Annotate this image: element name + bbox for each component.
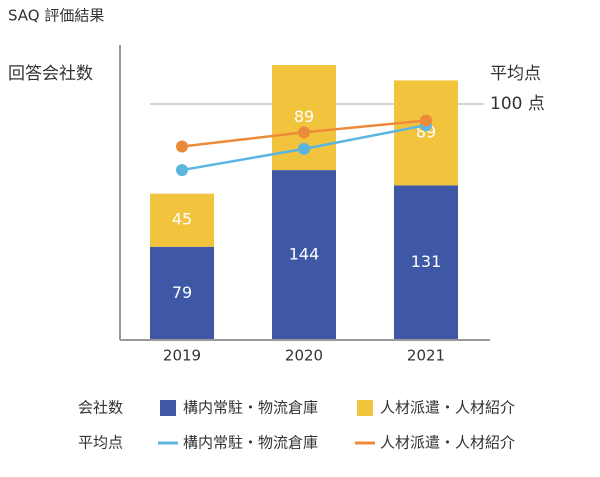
x-tick-label: 2021 [407, 347, 445, 365]
legend-label: 構内常駐・物流倉庫 [183, 399, 318, 417]
bar-segment [272, 170, 336, 340]
x-tick-label: 2019 [163, 347, 201, 365]
y2-tick-label: 100 点 [490, 94, 545, 114]
legend-title: 平均点 [78, 434, 123, 452]
data-label: 89 [294, 107, 314, 126]
data-label: 144 [289, 245, 320, 264]
data-label: 45 [172, 210, 192, 229]
x-tick-label: 2020 [285, 347, 323, 365]
chart-title: SAQ 評価結果 [8, 7, 104, 25]
bar-segment [150, 246, 214, 340]
point [176, 164, 188, 177]
legend-swatch [160, 400, 176, 416]
legend-title: 会社数 [78, 399, 123, 417]
legend-swatch [357, 400, 373, 416]
data-label: 79 [172, 283, 192, 302]
legend-label: 人材派遣・人材紹介 [380, 434, 515, 452]
y-axis-label: 回答会社数 [8, 64, 93, 84]
point [420, 114, 432, 127]
legend-label: 構内常駐・物流倉庫 [183, 434, 318, 452]
point [298, 126, 310, 139]
point [298, 142, 310, 155]
data-label: 131 [411, 252, 442, 271]
bar-segment [150, 193, 214, 247]
legend-label: 人材派遣・人材紹介 [380, 399, 515, 417]
point [176, 140, 188, 153]
y2-axis-label: 平均点 [490, 64, 541, 84]
bar-segment [394, 80, 458, 186]
bar-segment [394, 185, 458, 340]
